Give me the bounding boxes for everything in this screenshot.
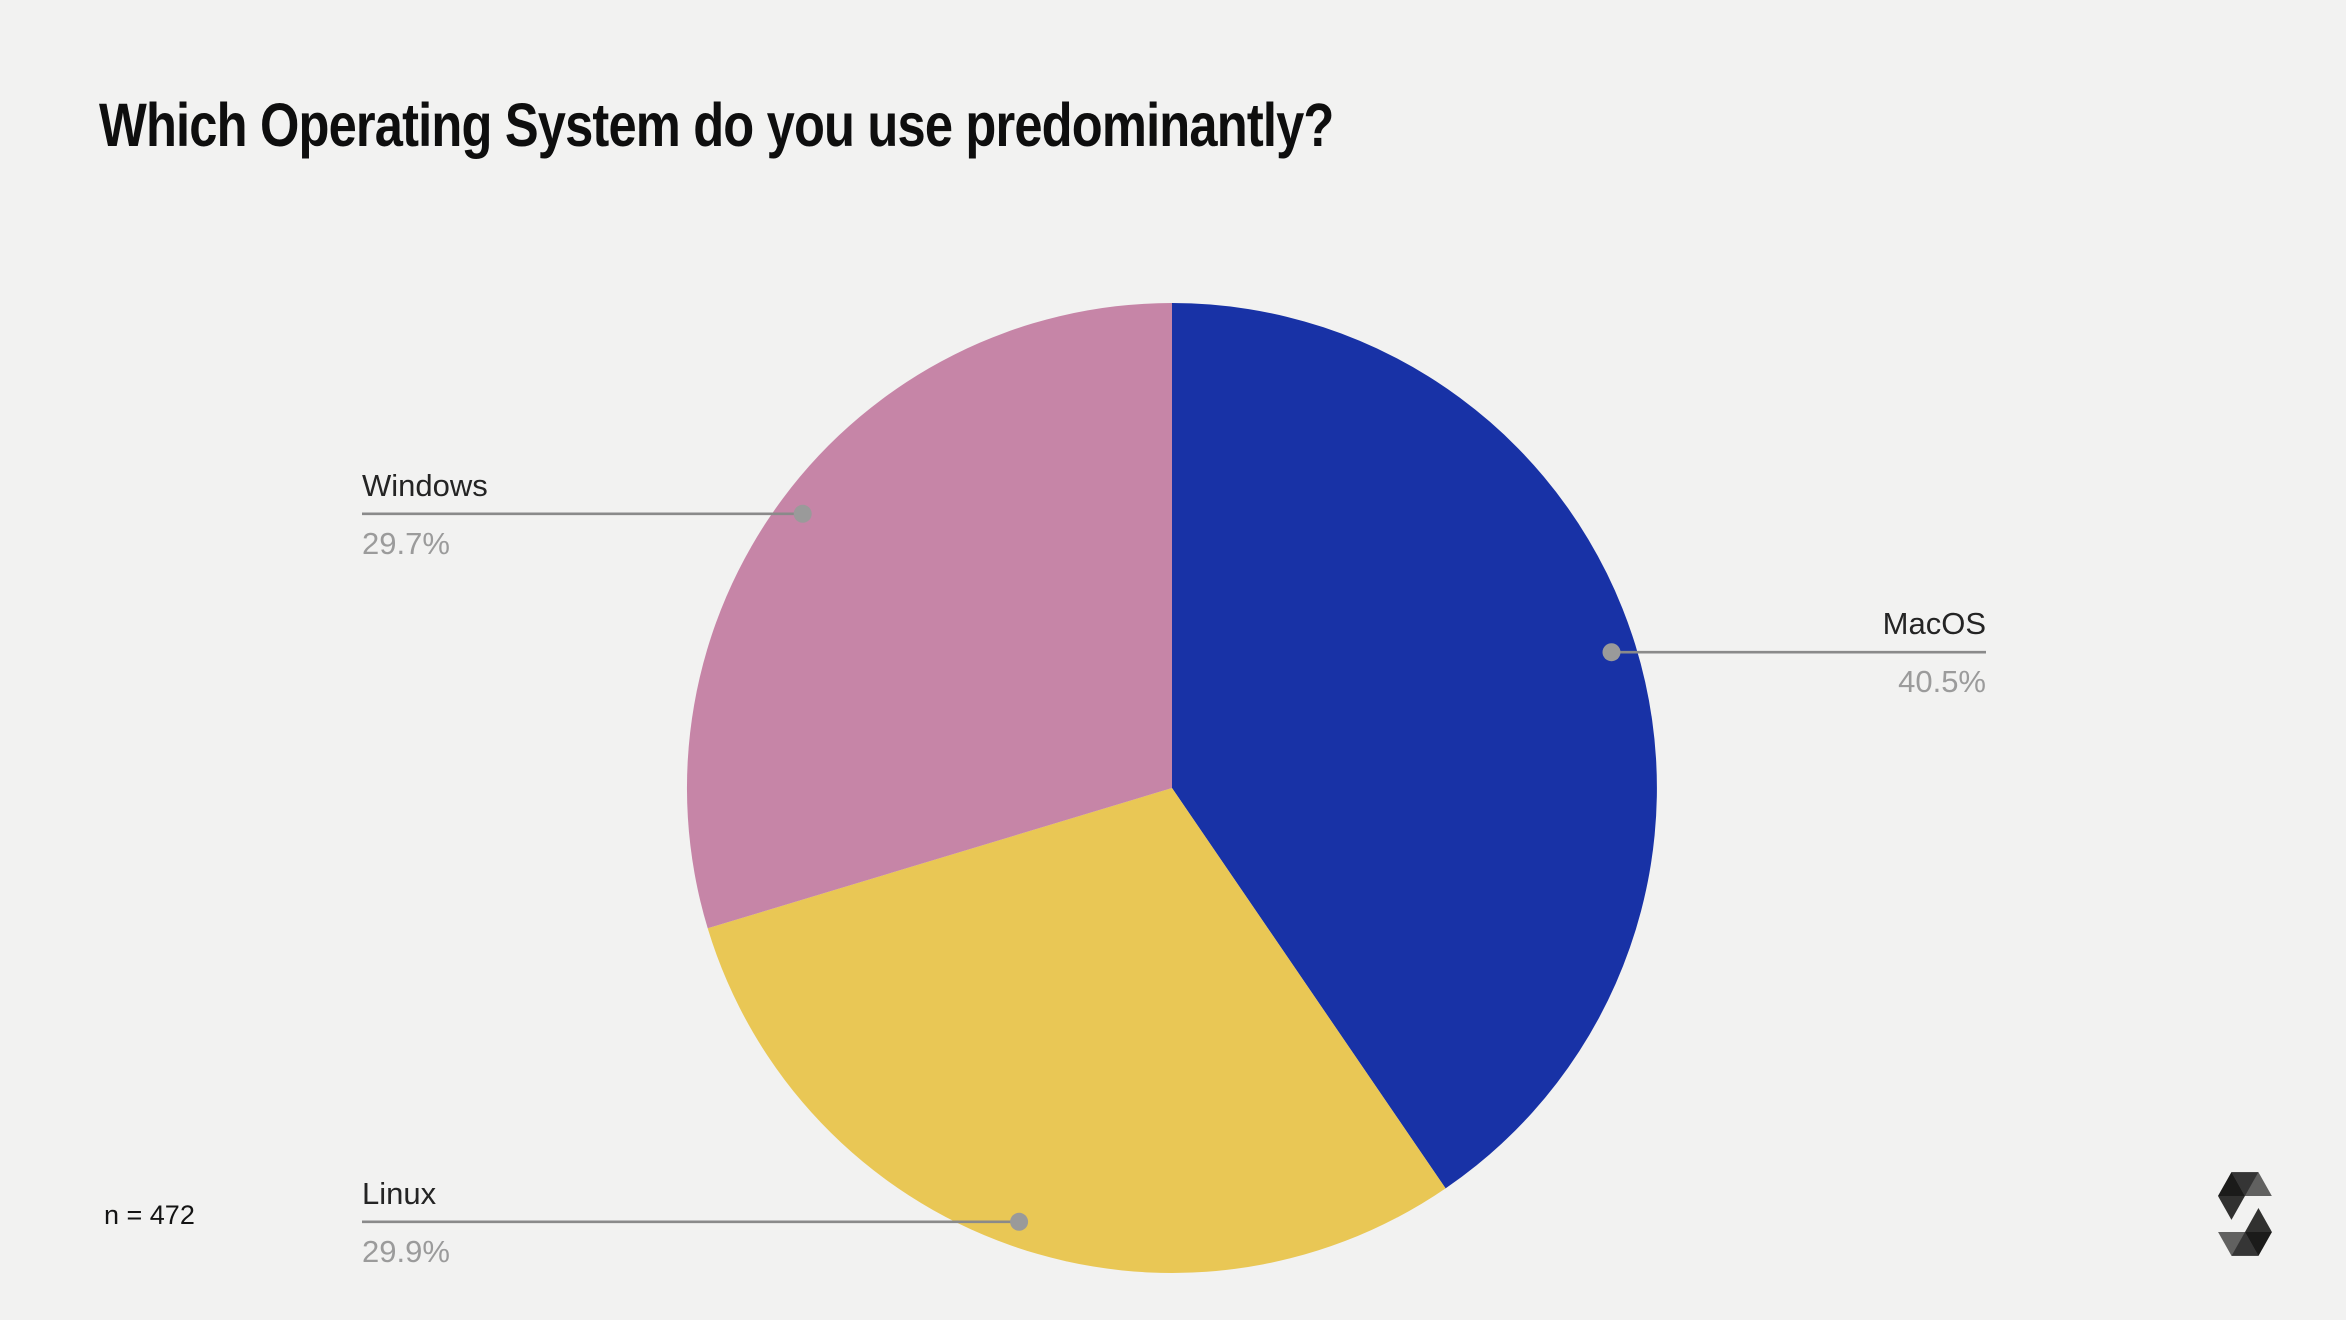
- chart-title: Which Operating System do you use predom…: [99, 91, 1334, 159]
- pie-slice-windows: [686, 303, 1172, 929]
- pie-label-macos-percent: 40.5%: [1898, 664, 1986, 699]
- sample-size-label: n = 472: [104, 1200, 195, 1230]
- pie-label-linux-percent: 29.9%: [362, 1234, 450, 1269]
- solidity-logo: [2218, 1172, 2272, 1256]
- leader-dot-linux: [1010, 1212, 1029, 1231]
- pie-label-windows-percent: 29.7%: [362, 526, 450, 561]
- pie-slice-linux: [707, 788, 1446, 1273]
- leader-dot-macos: [1602, 643, 1621, 662]
- pie-label-macos-name: MacOS: [1882, 606, 1986, 641]
- leader-dot-windows: [793, 504, 812, 523]
- pie-label-linux-name: Linux: [362, 1176, 437, 1211]
- pie-slice-macos: [1172, 303, 1657, 1189]
- solidity-logo-icon: [2218, 1172, 2272, 1256]
- pie-label-windows-name: Windows: [362, 468, 488, 503]
